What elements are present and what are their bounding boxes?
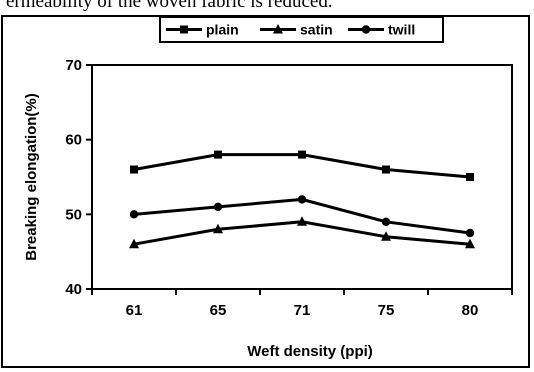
y-tick-label: 60 — [65, 132, 82, 149]
chart-frame — [1, 15, 530, 368]
legend-label-twill: twill — [388, 22, 415, 38]
data-point-twill — [213, 202, 223, 212]
data-point-plain — [466, 173, 474, 181]
data-point-twill — [297, 195, 307, 204]
data-point-twill — [129, 210, 139, 219]
x-tick-label: 65 — [210, 302, 227, 319]
legend-label-satin: satin — [300, 22, 333, 38]
x-axis: 61 65 71 75 80 — [91, 289, 513, 319]
y-tick-label: 40 — [65, 281, 82, 298]
legend-marker-plain — [180, 25, 188, 34]
legend-box — [159, 16, 444, 43]
legend-label-plain: plain — [206, 22, 239, 38]
series-satin — [129, 216, 475, 249]
data-point-plain — [130, 165, 138, 174]
data-point-twill — [381, 217, 391, 226]
data-point-satin — [129, 238, 139, 249]
x-tick-label: 80 — [462, 302, 479, 319]
x-tick-label: 61 — [126, 302, 143, 319]
data-point-plain — [298, 150, 306, 159]
y-tick-label: 50 — [65, 206, 82, 223]
data-point-satin — [213, 223, 223, 234]
y-axis-title: Breaking elongation(%) — [23, 93, 40, 261]
data-point-satin — [381, 231, 391, 241]
data-point-plain — [214, 150, 222, 159]
x-tick-label: 71 — [294, 302, 311, 319]
y-axis: 40 50 60 70 — [65, 57, 92, 298]
legend-marker-twill — [361, 25, 371, 34]
data-point-satin — [465, 238, 475, 249]
y-tick-label: 70 — [65, 57, 82, 74]
data-point-plain — [382, 165, 390, 174]
x-tick-label: 75 — [378, 302, 395, 319]
series-layer — [129, 150, 475, 249]
legend: plain satin twill — [159, 16, 444, 43]
legend-marker-satin — [273, 24, 283, 34]
series-twill — [129, 195, 475, 238]
page-text-fragment: ermeability of the woven fabric is reduc… — [6, 0, 333, 12]
series-plain — [130, 150, 474, 181]
series-line-twill — [133, 197, 471, 235]
plot-area — [91, 64, 513, 290]
data-point-satin — [297, 216, 307, 226]
data-point-twill — [465, 228, 475, 238]
x-axis-title: Weft density (ppi) — [247, 343, 373, 360]
